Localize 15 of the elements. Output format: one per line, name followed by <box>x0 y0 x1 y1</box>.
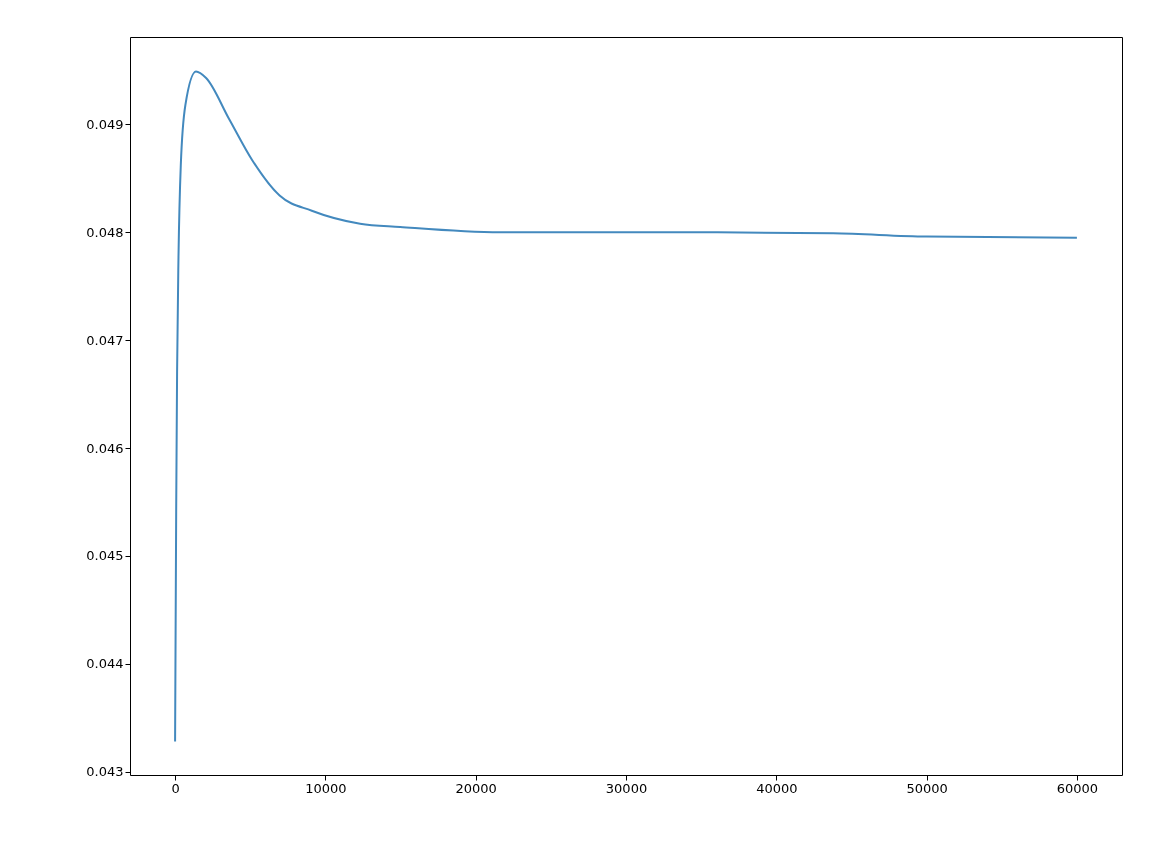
x-tick-label: 50000 <box>906 780 948 796</box>
y-tick-label: 0.045 <box>86 548 124 564</box>
y-tick-label: 0.047 <box>86 332 124 348</box>
x-tick-label: 0 <box>171 780 180 796</box>
y-tick-label: 0.043 <box>86 764 124 780</box>
y-tick-label: 0.044 <box>86 656 124 672</box>
x-tick-label: 40000 <box>756 780 798 796</box>
x-tick-label: 60000 <box>1056 780 1099 796</box>
x-tick-label: 10000 <box>305 780 347 796</box>
line-series <box>174 70 1078 743</box>
y-tick-label: 0.046 <box>86 440 124 456</box>
x-tick-label: 30000 <box>605 780 648 796</box>
y-tick-label: 0.048 <box>86 224 124 240</box>
y-tick-label: 0.049 <box>86 116 124 132</box>
x-tick-label: 20000 <box>455 780 497 796</box>
